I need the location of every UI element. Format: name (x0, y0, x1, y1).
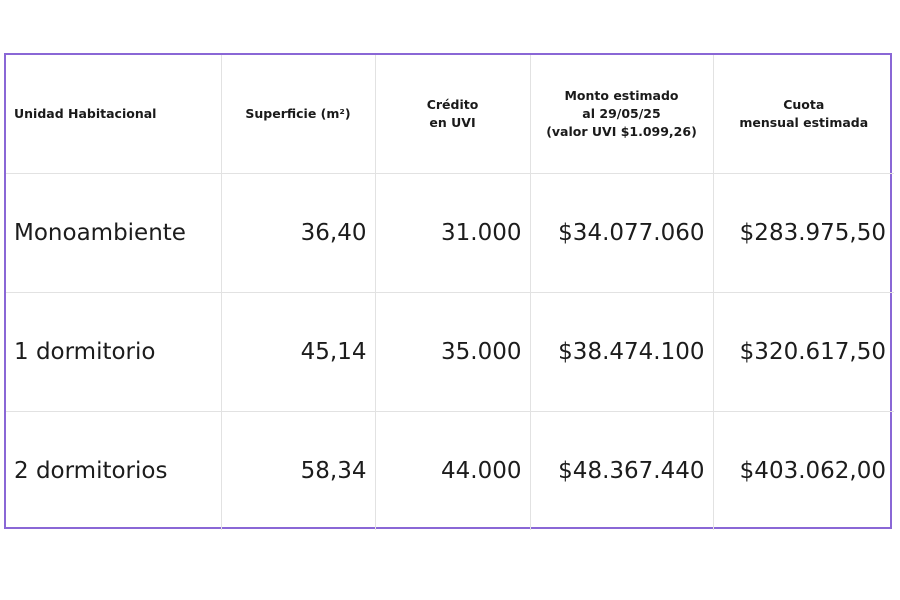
cell-superficie: 45,14 (221, 292, 376, 412)
cell-cuota: $403.062,00 (739, 457, 886, 484)
header-monto-estimado: Monto estimado al 29/05/25 (valor UVI $1… (530, 55, 714, 174)
cell-superficie: 58,34 (221, 411, 376, 530)
cell-monto: $34.077.060 (530, 173, 714, 293)
table-header-row: Unidad Habitacional Superficie (m²) Créd… (6, 55, 894, 174)
cell-credito: 31.000 (375, 173, 531, 293)
header-cuota-mensual: Cuota mensual estimada (713, 55, 894, 174)
header-superficie: Superficie (m²) (221, 55, 376, 174)
cell-unidad: 1 dormitorio (6, 292, 222, 412)
cell-cuota: $320.617,50 (713, 292, 894, 412)
housing-credit-table: Unidad Habitacional Superficie (m²) Créd… (6, 55, 894, 530)
cell-unidad: Monoambiente (6, 173, 222, 293)
housing-credit-table-frame: Unidad Habitacional Superficie (m²) Créd… (4, 53, 894, 530)
table-row: 1 dormitorio 45,14 35.000 $38.474.100 $3… (6, 292, 894, 412)
cell-credito: 35.000 (375, 292, 531, 412)
table-row: Monoambiente 36,40 31.000 $34.077.060 $2… (6, 173, 894, 293)
cell-cuota: $283.975,50 (713, 173, 894, 293)
cell-unidad: 2 dormitorios (6, 411, 222, 530)
cell-superficie: 36,40 (221, 173, 376, 293)
cell-monto: $38.474.100 (530, 292, 714, 412)
cell-credito: 44.000 (375, 411, 531, 530)
header-unidad-habitacional: Unidad Habitacional (6, 55, 222, 174)
header-credito-uvi: Crédito en UVI (375, 55, 531, 174)
cell-monto: $48.367.440 (530, 411, 714, 530)
table-row: 2 dormitorios 58,34 44.000 $48.367.440 $… (6, 411, 894, 530)
